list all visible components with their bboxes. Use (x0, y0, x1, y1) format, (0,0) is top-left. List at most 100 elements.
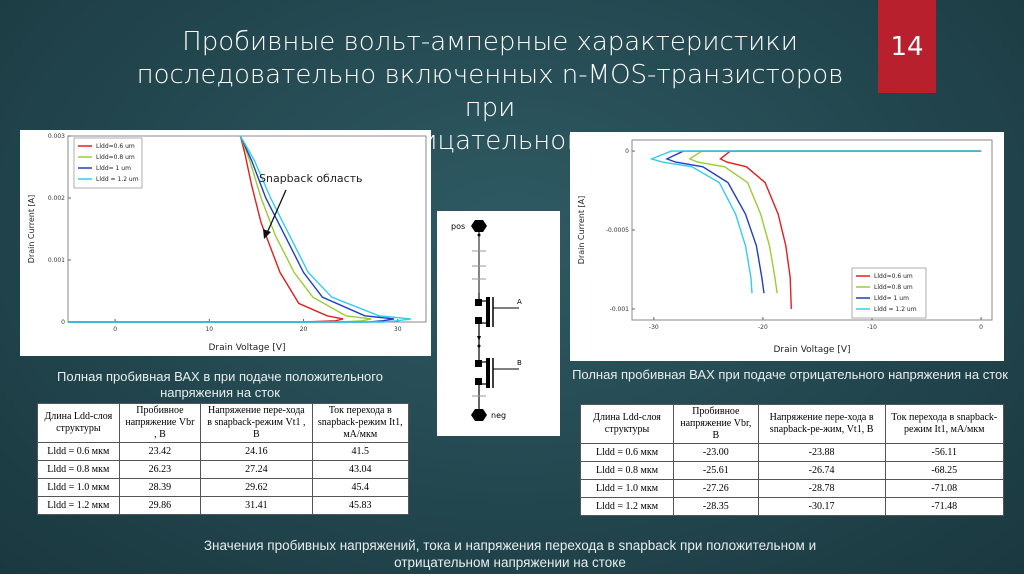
table-cell: -23.88 (757, 443, 886, 462)
table-cell: 24.16 (200, 442, 313, 461)
left-chart-caption: Полная пробивная ВАХ в при подаче положи… (57, 369, 383, 400)
table-row: Lldd = 0.6 мкм -23.00 -23.88 -56.11 (579, 443, 1005, 462)
table-cell: 45.4 (311, 478, 410, 497)
table-row: Lldd = 1.0 мкм -27.26 -28.78 -71.08 (579, 479, 1005, 498)
y-tick-label: 0.002 (48, 195, 65, 202)
y-tick-label: 0.001 (48, 257, 65, 264)
table-cell: Lldd = 0.6 мкм (579, 443, 675, 462)
col-header: Ток перехода в snapback-режим It1, мА/мк… (311, 403, 410, 443)
table-cell: Lldd = 1.2 мкм (579, 497, 675, 516)
table-row: Lldd = 0.6 мкм 23.42 24.16 41.5 (37, 442, 410, 461)
table-cell: 41.5 (311, 442, 410, 461)
table-cell: Lldd = 1.0 мкм (37, 478, 120, 497)
table-header-row: Длина Ldd-слоя структуры Пробивное напря… (37, 403, 410, 443)
legend-entry: Lldd=0.8 um (874, 284, 913, 291)
legend-entry: Lldd= 1 um (874, 295, 909, 302)
table-cell: Lldd = 0.6 мкм (37, 442, 120, 461)
series-line (719, 150, 982, 309)
x-tick-label: -20 (758, 324, 768, 331)
pos-terminal (471, 220, 487, 232)
y-tick-label: -0.0005 (606, 227, 629, 234)
slide-number: 14 (878, 0, 936, 93)
table-row: Lldd = 0.8 мкм -25.61 -26.74 -68.25 (579, 461, 1005, 480)
table-cell: -27.26 (673, 479, 759, 498)
x-tick-label: -30 (649, 324, 659, 331)
x-tick-label: 0 (979, 324, 983, 331)
neg-label: neg (491, 411, 506, 420)
table-cell: -68.25 (884, 461, 1005, 480)
table-cell: 27.24 (200, 460, 313, 479)
table-cell: 31.41 (200, 496, 313, 515)
title-line-2: последовательно включенных n-MOS-транзис… (136, 60, 844, 123)
snapback-annotation: Snapback область (259, 172, 363, 185)
col-header: Ток перехода в snapback-режим It1, мА/мк… (884, 404, 1005, 444)
tables-caption: Значения пробивных напряжений, тока и на… (203, 538, 817, 570)
col-header: Длина Ldd-слоя структуры (579, 404, 675, 444)
right-iv-chart: -30 -20 -10 0 0 -0.0005 -0.001 Drain Voltage [V… (570, 132, 1004, 361)
table-row: Lldd = 0.8 мкм 26.23 27.24 43.04 (37, 460, 410, 479)
left-iv-chart: 0 10 20 30 0 0.001 0.002 0.003 Drain Voltage [V]… (20, 130, 431, 356)
table-cell: Lldd = 1.0 мкм (579, 479, 675, 498)
transistor-a-channel (486, 297, 490, 327)
table-row: Lldd = 1.0 мкм 28.39 29.62 45.4 (37, 478, 410, 497)
col-header: Длина Ldd-слоя структуры (37, 403, 120, 443)
table-cell: 28.39 (118, 478, 202, 497)
legend-entry: Lldd = 1.2 um (874, 306, 917, 313)
annotation-arrowhead (263, 229, 271, 239)
schematic-svg: pos A B neg (451, 220, 522, 421)
negative-bias-table: Длина Ldd-слоя структуры Пробивное напря… (579, 404, 1005, 516)
table-cell: -71.48 (884, 497, 1005, 516)
gate-b-label: B (517, 359, 522, 367)
right-chart-caption: Полная пробивная ВАХ при подаче отрицате… (572, 367, 1008, 382)
left-chart-svg: 0 10 20 30 0 0.001 0.002 0.003 Drain Voltage [V]… (27, 133, 427, 353)
table-header-row: Длина Ldd-слоя структуры Пробивное напря… (579, 404, 1005, 444)
series-line (688, 150, 982, 294)
gate-a-label: A (517, 298, 522, 306)
x-tick-label: -10 (867, 324, 877, 331)
table-cell: -25.61 (673, 461, 759, 480)
table-cell: -30.17 (757, 497, 886, 516)
series-line (665, 150, 982, 294)
col-header: Напряжение пере-хода в snapback-режим Vt… (200, 403, 313, 443)
table-cell: -28.35 (673, 497, 759, 516)
y-axis-label: Drain Current [A] (27, 195, 36, 264)
plot-frame (631, 139, 993, 321)
transistor-schematic: pos A B neg (437, 211, 560, 436)
series-line (68, 135, 411, 323)
legend-entry: Lldd=0.6 um (96, 143, 135, 150)
x-tick-label: 10 (205, 326, 213, 333)
table-cell: -56.11 (884, 443, 1005, 462)
table-cell: Lldd = 1.2 мкм (37, 496, 120, 515)
legend-entry: Lldd = 1.2 um (96, 176, 139, 183)
legend-entry: Lldd=0.6 um (874, 273, 913, 280)
y-tick-label: 0 (61, 319, 65, 326)
table-cell: 23.42 (118, 442, 202, 461)
annotation-arrow (266, 189, 287, 234)
table-cell: -28.78 (757, 479, 886, 498)
table-row: Lldd = 1.2 мкм -28.35 -30.17 -71.48 (579, 497, 1005, 516)
y-tick-label: 0.003 (48, 133, 65, 140)
right-chart-svg: -30 -20 -10 0 0 -0.0005 -0.001 Drain Voltage [V… (577, 139, 993, 355)
table-cell: Lldd = 0.8 мкм (37, 460, 120, 479)
table-cell: 26.23 (118, 460, 202, 479)
x-tick-label: 0 (113, 326, 117, 333)
col-header: Пробивное напряжение Vbr , В (118, 403, 202, 443)
table-row: Lldd = 1.2 мкм 29.86 31.41 45.83 (37, 496, 410, 515)
table-cell: -71.08 (884, 479, 1005, 498)
positive-bias-table: Длина Ldd-слоя структуры Пробивное напря… (37, 403, 410, 515)
y-axis-label: Drain Current [A] (577, 196, 586, 265)
col-header: Пробивное напряжение Vbr, В (673, 404, 759, 444)
x-axis-label: Drain Voltage [V] (773, 345, 850, 355)
table-cell: -23.00 (673, 443, 759, 462)
legend-entry: Lldd=0.8 um (96, 154, 135, 161)
y-tick-label: -0.001 (610, 306, 630, 313)
legend-entry: Lldd= 1 um (96, 165, 131, 172)
x-axis-label: Drain Voltage [V] (208, 343, 285, 353)
table-cell: 29.62 (200, 478, 313, 497)
neg-terminal (471, 409, 487, 421)
table-cell: -26.74 (757, 461, 886, 480)
y-tick-label: 0 (625, 148, 629, 155)
transistor-b-channel (486, 358, 490, 388)
x-tick-label: 20 (300, 326, 308, 333)
table-cell: 29.86 (118, 496, 202, 515)
